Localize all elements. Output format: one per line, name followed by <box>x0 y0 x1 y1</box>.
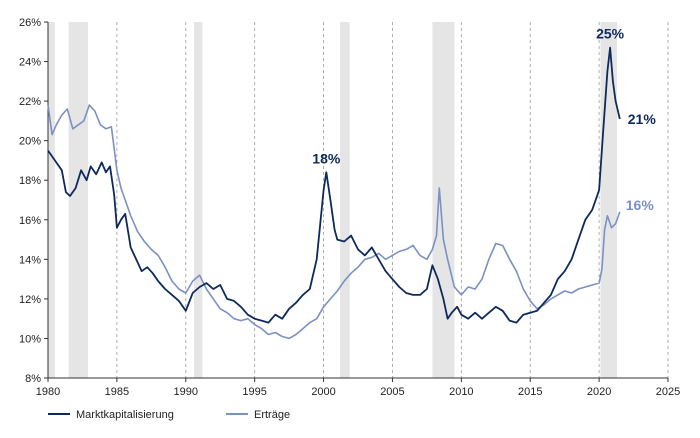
y-tick-label: 10% <box>19 333 41 345</box>
x-tick-label: 1985 <box>105 386 129 398</box>
y-tick-label: 18% <box>19 175 41 187</box>
y-tick-label: 26% <box>19 17 41 29</box>
legend-label: Marktkapitalisierung <box>76 409 174 421</box>
y-tick-label: 24% <box>19 57 41 69</box>
y-tick-label: 14% <box>19 254 41 266</box>
recession-band <box>600 22 618 378</box>
series-line-marktkapitalisierung <box>47 46 621 324</box>
recession-band <box>194 22 203 378</box>
x-tick-label: 1990 <box>174 386 198 398</box>
y-tick-label: 22% <box>19 96 41 108</box>
y-tick-label: 8% <box>25 373 41 385</box>
series-line-ertraege <box>47 104 621 340</box>
series-lines <box>47 46 621 340</box>
y-tick-label: 20% <box>19 136 41 148</box>
annotation-label: 21% <box>628 111 657 127</box>
x-tick-label: 1980 <box>36 386 60 398</box>
recession-band <box>68 22 88 378</box>
recession-band <box>432 22 455 378</box>
annotation-label: 18% <box>312 150 341 166</box>
legend-label: Erträge <box>254 409 290 421</box>
recession-band <box>340 22 350 378</box>
annotation-label: 16% <box>626 197 655 213</box>
y-tick-label: 12% <box>19 294 41 306</box>
x-tick-label: 1995 <box>242 386 266 398</box>
annotations: 18% 25% 21% 16% <box>312 26 656 213</box>
axes: 8% 10% 12% 14% 16% 18% 20% 22% 24% 26% 1980 1985 199… <box>19 17 680 398</box>
x-tick-label: 2015 <box>518 386 542 398</box>
y-tick-label: 16% <box>19 215 41 227</box>
annotation-label: 25% <box>596 26 625 42</box>
x-tick-label: 2000 <box>311 386 335 398</box>
recession-bands <box>48 22 618 378</box>
recession-band <box>48 22 55 378</box>
x-tick-label: 2020 <box>587 386 611 398</box>
x-tick-label: 2025 <box>656 386 680 398</box>
x-tick-label: 2010 <box>449 386 473 398</box>
legend: Marktkapitalisierung Erträge <box>48 409 290 421</box>
x-tick-label: 2005 <box>380 386 404 398</box>
